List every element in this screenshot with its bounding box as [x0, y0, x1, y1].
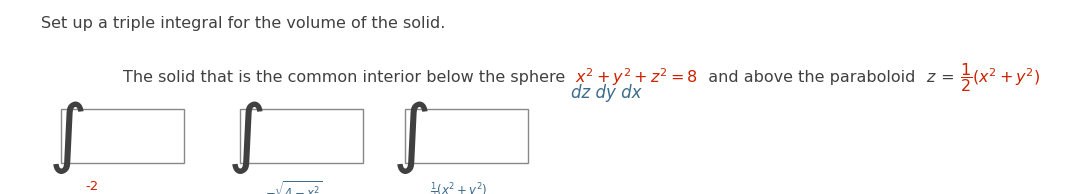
- Text: $z$: $z$: [925, 70, 937, 85]
- Text: and above the paraboloid: and above the paraboloid: [698, 70, 925, 85]
- Text: Set up a triple integral for the volume of the solid.: Set up a triple integral for the volume …: [41, 16, 445, 31]
- Text: $(x^2 + y^2)$: $(x^2 + y^2)$: [972, 67, 1040, 88]
- Text: $\dfrac{1}{2}$: $\dfrac{1}{2}$: [960, 61, 972, 94]
- Text: $\int$: $\int$: [227, 99, 264, 176]
- Text: $\frac{1}{2}(x^2+y^2)$: $\frac{1}{2}(x^2+y^2)$: [430, 180, 488, 194]
- Text: $-\sqrt{4-x^2}$: $-\sqrt{4-x^2}$: [265, 180, 322, 194]
- Text: $\int$: $\int$: [393, 99, 429, 176]
- Text: dz dy dx: dz dy dx: [571, 84, 641, 102]
- Text: The solid that is the common interior below the sphere: The solid that is the common interior be…: [123, 70, 575, 85]
- Text: =: =: [937, 70, 960, 85]
- Text: $x^2 + y^2 + z^2 = 8$: $x^2 + y^2 + z^2 = 8$: [575, 67, 698, 88]
- Text: $\int$: $\int$: [48, 99, 84, 176]
- Text: -2: -2: [85, 180, 98, 193]
